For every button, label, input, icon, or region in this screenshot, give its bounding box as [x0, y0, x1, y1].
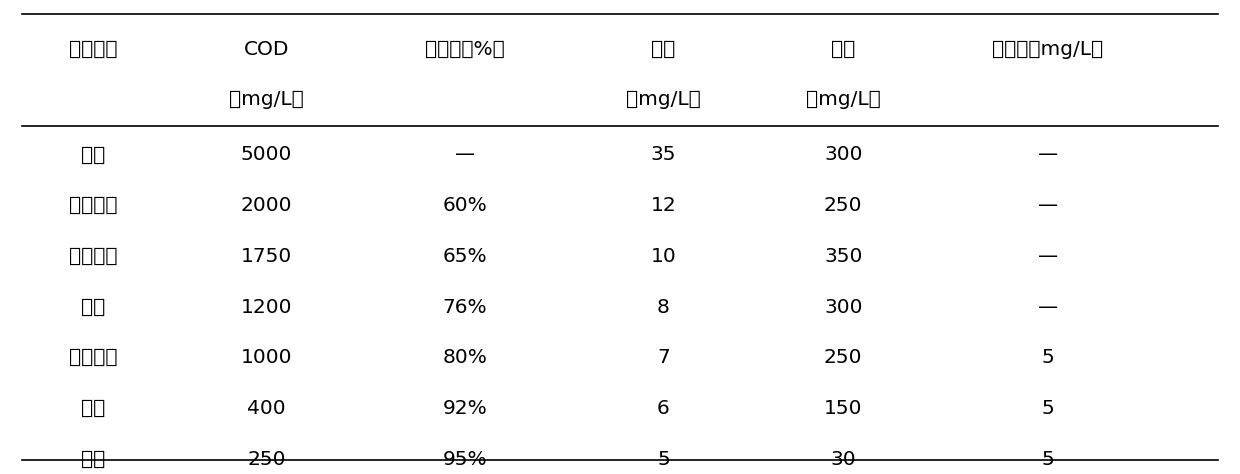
Text: 250: 250 — [823, 196, 863, 215]
Text: 好氧: 好氧 — [81, 450, 105, 469]
Text: 2000: 2000 — [241, 196, 293, 215]
Text: 进水: 进水 — [81, 146, 105, 164]
Text: 5: 5 — [1042, 399, 1054, 418]
Text: 7: 7 — [657, 348, 670, 367]
Text: 氨氮: 氨氮 — [831, 40, 856, 59]
Text: 150: 150 — [823, 399, 863, 418]
Text: 处理阶段: 处理阶段 — [68, 40, 118, 59]
Text: 1200: 1200 — [241, 298, 293, 317]
Text: 65%: 65% — [443, 247, 487, 266]
Text: （mg/L）: （mg/L） — [229, 90, 304, 109]
Text: 300: 300 — [823, 298, 863, 317]
Text: 12: 12 — [651, 196, 676, 215]
Text: 92%: 92% — [443, 399, 487, 418]
Text: 有机胺（mg/L）: 有机胺（mg/L） — [992, 40, 1104, 59]
Text: —: — — [1038, 298, 1058, 317]
Text: —: — — [455, 146, 475, 164]
Text: 混凝沉淀: 混凝沉淀 — [68, 196, 118, 215]
Text: —: — — [1038, 247, 1058, 266]
Text: —: — — [1038, 196, 1058, 215]
Text: 厌氧: 厌氧 — [81, 399, 105, 418]
Text: 30: 30 — [831, 450, 856, 469]
Text: 250: 250 — [247, 450, 286, 469]
Text: 80%: 80% — [443, 348, 487, 367]
Text: 1000: 1000 — [241, 348, 293, 367]
Text: （mg/L）: （mg/L） — [626, 90, 701, 109]
Text: 1750: 1750 — [241, 247, 293, 266]
Text: （mg/L）: （mg/L） — [806, 90, 880, 109]
Text: 水解酸化: 水解酸化 — [68, 348, 118, 367]
Text: 5000: 5000 — [241, 146, 293, 164]
Text: 去除率（%）: 去除率（%） — [425, 40, 505, 59]
Text: 总磷: 总磷 — [651, 40, 676, 59]
Text: 5: 5 — [1042, 348, 1054, 367]
Text: COD: COD — [244, 40, 289, 59]
Text: 厌氧: 厌氧 — [81, 298, 105, 317]
Text: 95%: 95% — [443, 450, 487, 469]
Text: 76%: 76% — [443, 298, 487, 317]
Text: 400: 400 — [247, 399, 286, 418]
Text: 300: 300 — [823, 146, 863, 164]
Text: —: — — [1038, 146, 1058, 164]
Text: 8: 8 — [657, 298, 670, 317]
Text: 35: 35 — [651, 146, 676, 164]
Text: 5: 5 — [1042, 450, 1054, 469]
Text: 水解酸化: 水解酸化 — [68, 247, 118, 266]
Text: 250: 250 — [823, 348, 863, 367]
Text: 5: 5 — [657, 450, 670, 469]
Text: 6: 6 — [657, 399, 670, 418]
Text: 350: 350 — [825, 247, 862, 266]
Text: 10: 10 — [651, 247, 676, 266]
Text: 60%: 60% — [443, 196, 487, 215]
